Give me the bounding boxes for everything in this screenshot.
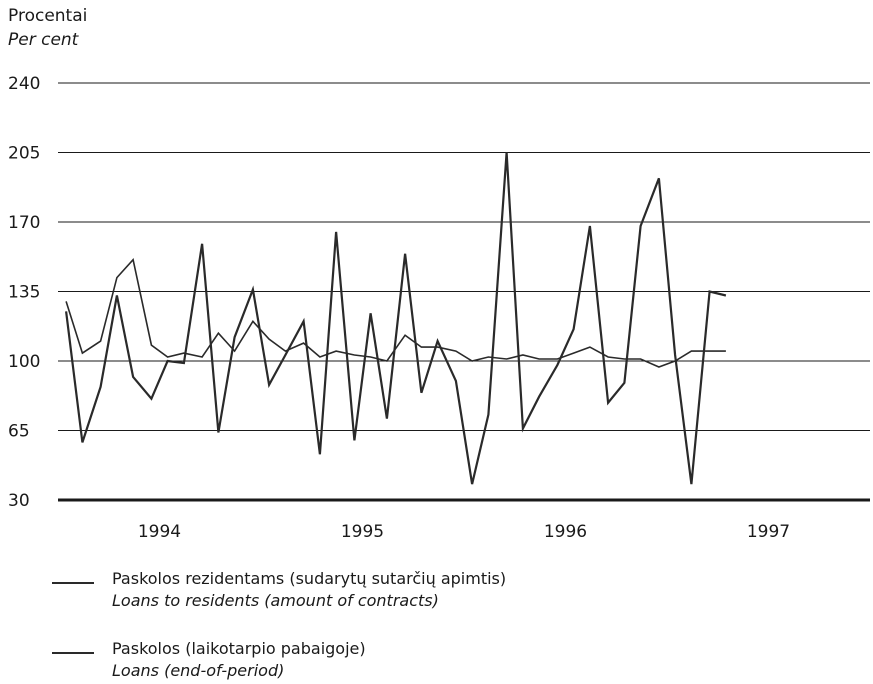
x-tick-label-1996: 1996 xyxy=(544,522,587,542)
y-axis-label-en: Per cent xyxy=(8,30,79,50)
y-tick-label-100: 100 xyxy=(8,352,40,372)
series-line-0 xyxy=(65,152,727,485)
y-tick-label-30: 30 xyxy=(8,491,30,511)
y-tick-label-205: 205 xyxy=(8,144,40,164)
y-axis-label-lt: Procentai xyxy=(8,6,88,26)
y-tick-label-65: 65 xyxy=(8,422,30,442)
y-tick-label-170: 170 xyxy=(8,213,40,233)
x-tick-label-1995: 1995 xyxy=(341,522,384,542)
legend-swatch-loans-end-of-period xyxy=(52,652,94,654)
legend-label-en: Loans (end-of-period) xyxy=(112,661,285,680)
line-chart: 240 205 170 135 100 65 30 1994 1995 1996 1997 xyxy=(8,74,870,542)
series-line-1 xyxy=(65,258,726,368)
x-tick-label-1994: 1994 xyxy=(138,522,181,542)
legend-label-en: Loans to residents (amount of contracts) xyxy=(112,591,439,610)
y-tick-label-240: 240 xyxy=(8,74,40,94)
legend-swatch-loans-to-residents xyxy=(52,582,94,584)
x-tick-label-1997: 1997 xyxy=(747,522,790,542)
legend-label-lt: Paskolos (laikotarpio pabaigoje) xyxy=(112,639,366,658)
legend-label-lt: Paskolos rezidentams (sudarytų sutarčių … xyxy=(112,569,507,588)
y-tick-label-135: 135 xyxy=(8,283,40,303)
